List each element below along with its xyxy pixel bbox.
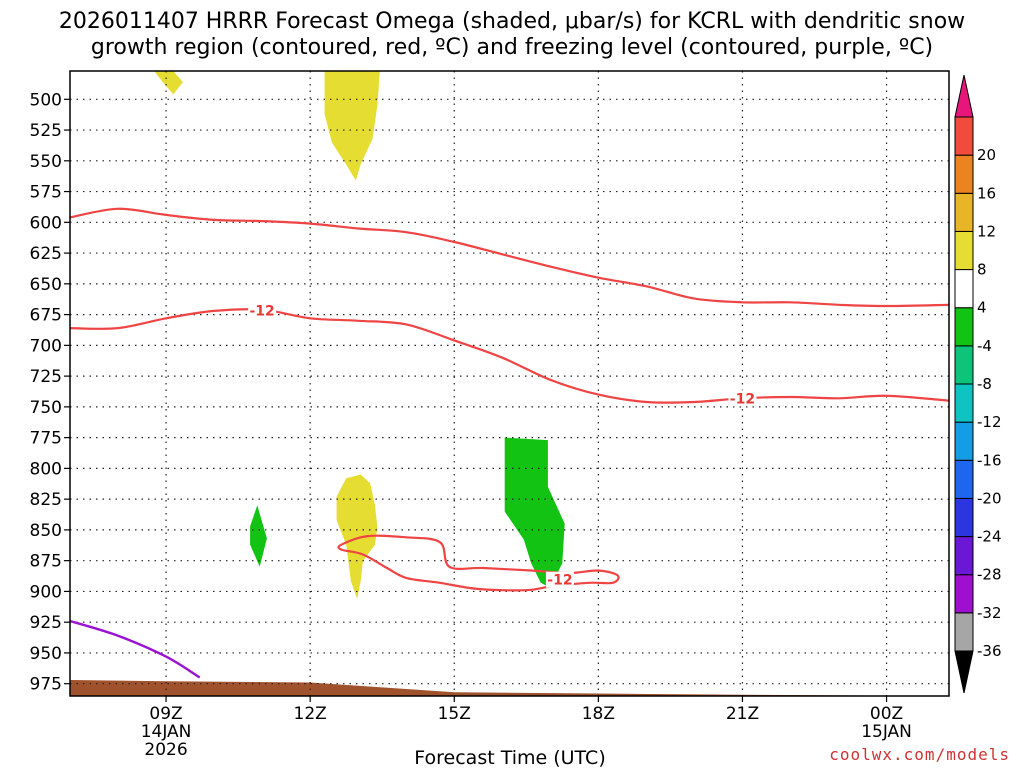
y-tick-label-675: 675 (30, 306, 62, 326)
colorbar-segment-4 (954, 459, 974, 499)
y-axis: 500 525 550 575 600 625 650 675 700 725 750 775 800 8… (30, 90, 70, 695)
colorbar-segment-9 (954, 269, 974, 309)
contour-label-bg-1 (728, 390, 757, 407)
y-tick-label-575: 575 (30, 183, 62, 203)
colorbar-segment-7 (954, 345, 974, 385)
omega-region-green-band-1 (250, 505, 267, 567)
x-tick-label-18Z: 18Z (582, 704, 615, 724)
credit-text: coolwx.com/models (829, 745, 1010, 764)
y-tick-label-950: 950 (30, 644, 62, 664)
y-tick-label-700: 700 (30, 336, 62, 356)
omega-shading (70, 71, 949, 696)
x-tick-year-09Z: 2026 (144, 740, 187, 760)
contour-label-bg-0 (248, 302, 277, 319)
y-tick-label-825: 825 (30, 490, 62, 510)
freezing-level-contour (70, 619, 201, 679)
contours: -12 -12 -12 (70, 207, 949, 679)
plot-area: -12 -12 -12 (69, 70, 950, 697)
grid (70, 71, 949, 696)
x-axis-label: Forecast Time (UTC) (414, 747, 605, 768)
y-tick-label-500: 500 (30, 90, 62, 110)
y-tick-label-650: 650 (30, 275, 62, 295)
colorbar-label-5: -16 (977, 451, 1002, 469)
x-tick-label-09Z: 09Z (149, 704, 182, 724)
colorbar-segment-2 (954, 536, 974, 576)
y-tick-label-875: 875 (30, 552, 62, 572)
chart-title-line2: growth region (contoured, red, ºC) and f… (91, 35, 933, 60)
colorbar-label-3: -24 (977, 528, 1002, 546)
y-tick-label-550: 550 (30, 152, 62, 172)
colorbar-label-2: -28 (977, 566, 1002, 584)
plot-background (70, 71, 949, 696)
y-tick-label-800: 800 (30, 459, 62, 479)
y-tick-label-900: 900 (30, 582, 62, 602)
colorbar-label-1: -32 (977, 604, 1002, 622)
omega-region-upper-band-1 (154, 71, 183, 95)
colorbar-segment-5 (954, 421, 974, 461)
colorbar-label-9: 4 (977, 299, 987, 317)
colorbar-over-arrow (954, 74, 974, 118)
colorbar-segment-12 (954, 154, 974, 194)
colorbar-label-12: 16 (977, 184, 996, 202)
y-tick-label-625: 625 (30, 244, 62, 264)
dgz-contour-closed-contour (337, 534, 620, 592)
colorbar-label-13: 20 (977, 146, 996, 164)
colorbar: -36 -32 -28 -24 -20 -16 -12 -8 -4 4 8 12 16 20 (954, 74, 1002, 694)
x-tick-label-00Z: 00Z (870, 704, 903, 724)
contour-label-0: -12 (249, 303, 274, 319)
y-tick-label-775: 775 (30, 429, 62, 449)
y-tick-label-975: 975 (30, 675, 62, 695)
colorbar-label-6: -12 (977, 413, 1002, 431)
y-tick-label-600: 600 (30, 213, 62, 233)
colorbar-label-10: 8 (977, 261, 987, 279)
y-tick-label-850: 850 (30, 521, 62, 541)
x-tick-label-15Z: 15Z (438, 704, 471, 724)
colorbar-label-7: -8 (977, 375, 992, 393)
colorbar-segment-3 (954, 497, 974, 538)
colorbar-label-8: -4 (977, 337, 992, 355)
y-tick-label-925: 925 (30, 613, 62, 633)
colorbar-segment-11 (954, 192, 974, 232)
x-tick-label-12Z: 12Z (294, 704, 327, 724)
colorbar-under-arrow (954, 650, 974, 694)
colorbar-segment-0 (954, 612, 974, 652)
colorbar-segment-6 (954, 383, 974, 423)
omega-region-low-band-1 (336, 474, 378, 599)
colorbar-label-4: -20 (977, 489, 1002, 507)
contour-label-2: -12 (547, 573, 572, 589)
colorbar-label-11: 12 (977, 222, 996, 240)
omega-region-upper-band-2 (324, 71, 380, 181)
colorbar-segment-1 (954, 574, 974, 614)
chart-title-line1: 2026011407 HRRR Forecast Omega (shaded, … (59, 9, 965, 34)
x-tick-date-09Z: 14JAN (141, 722, 192, 742)
colorbar-segment-8 (954, 307, 974, 347)
omega-region-green-band-2 (504, 437, 565, 588)
contour-label-1: -12 (730, 391, 755, 407)
colorbar-segment-13 (954, 116, 974, 156)
y-tick-label-525: 525 (30, 121, 62, 141)
contour-label-bg-2 (545, 571, 574, 588)
y-tick-label-725: 725 (30, 367, 62, 387)
y-tick-label-750: 750 (30, 398, 62, 418)
dgz-contour-lower-contour (70, 308, 949, 404)
plot-frame (69, 70, 950, 697)
terrain-fill (70, 680, 949, 696)
x-tick-date-00Z: 15JAN (861, 722, 912, 742)
x-tick-label-21Z: 21Z (726, 704, 759, 724)
dgz-contour-upper-contour (70, 207, 949, 308)
colorbar-segment-10 (954, 230, 974, 271)
colorbar-label-0: -36 (977, 642, 1002, 660)
